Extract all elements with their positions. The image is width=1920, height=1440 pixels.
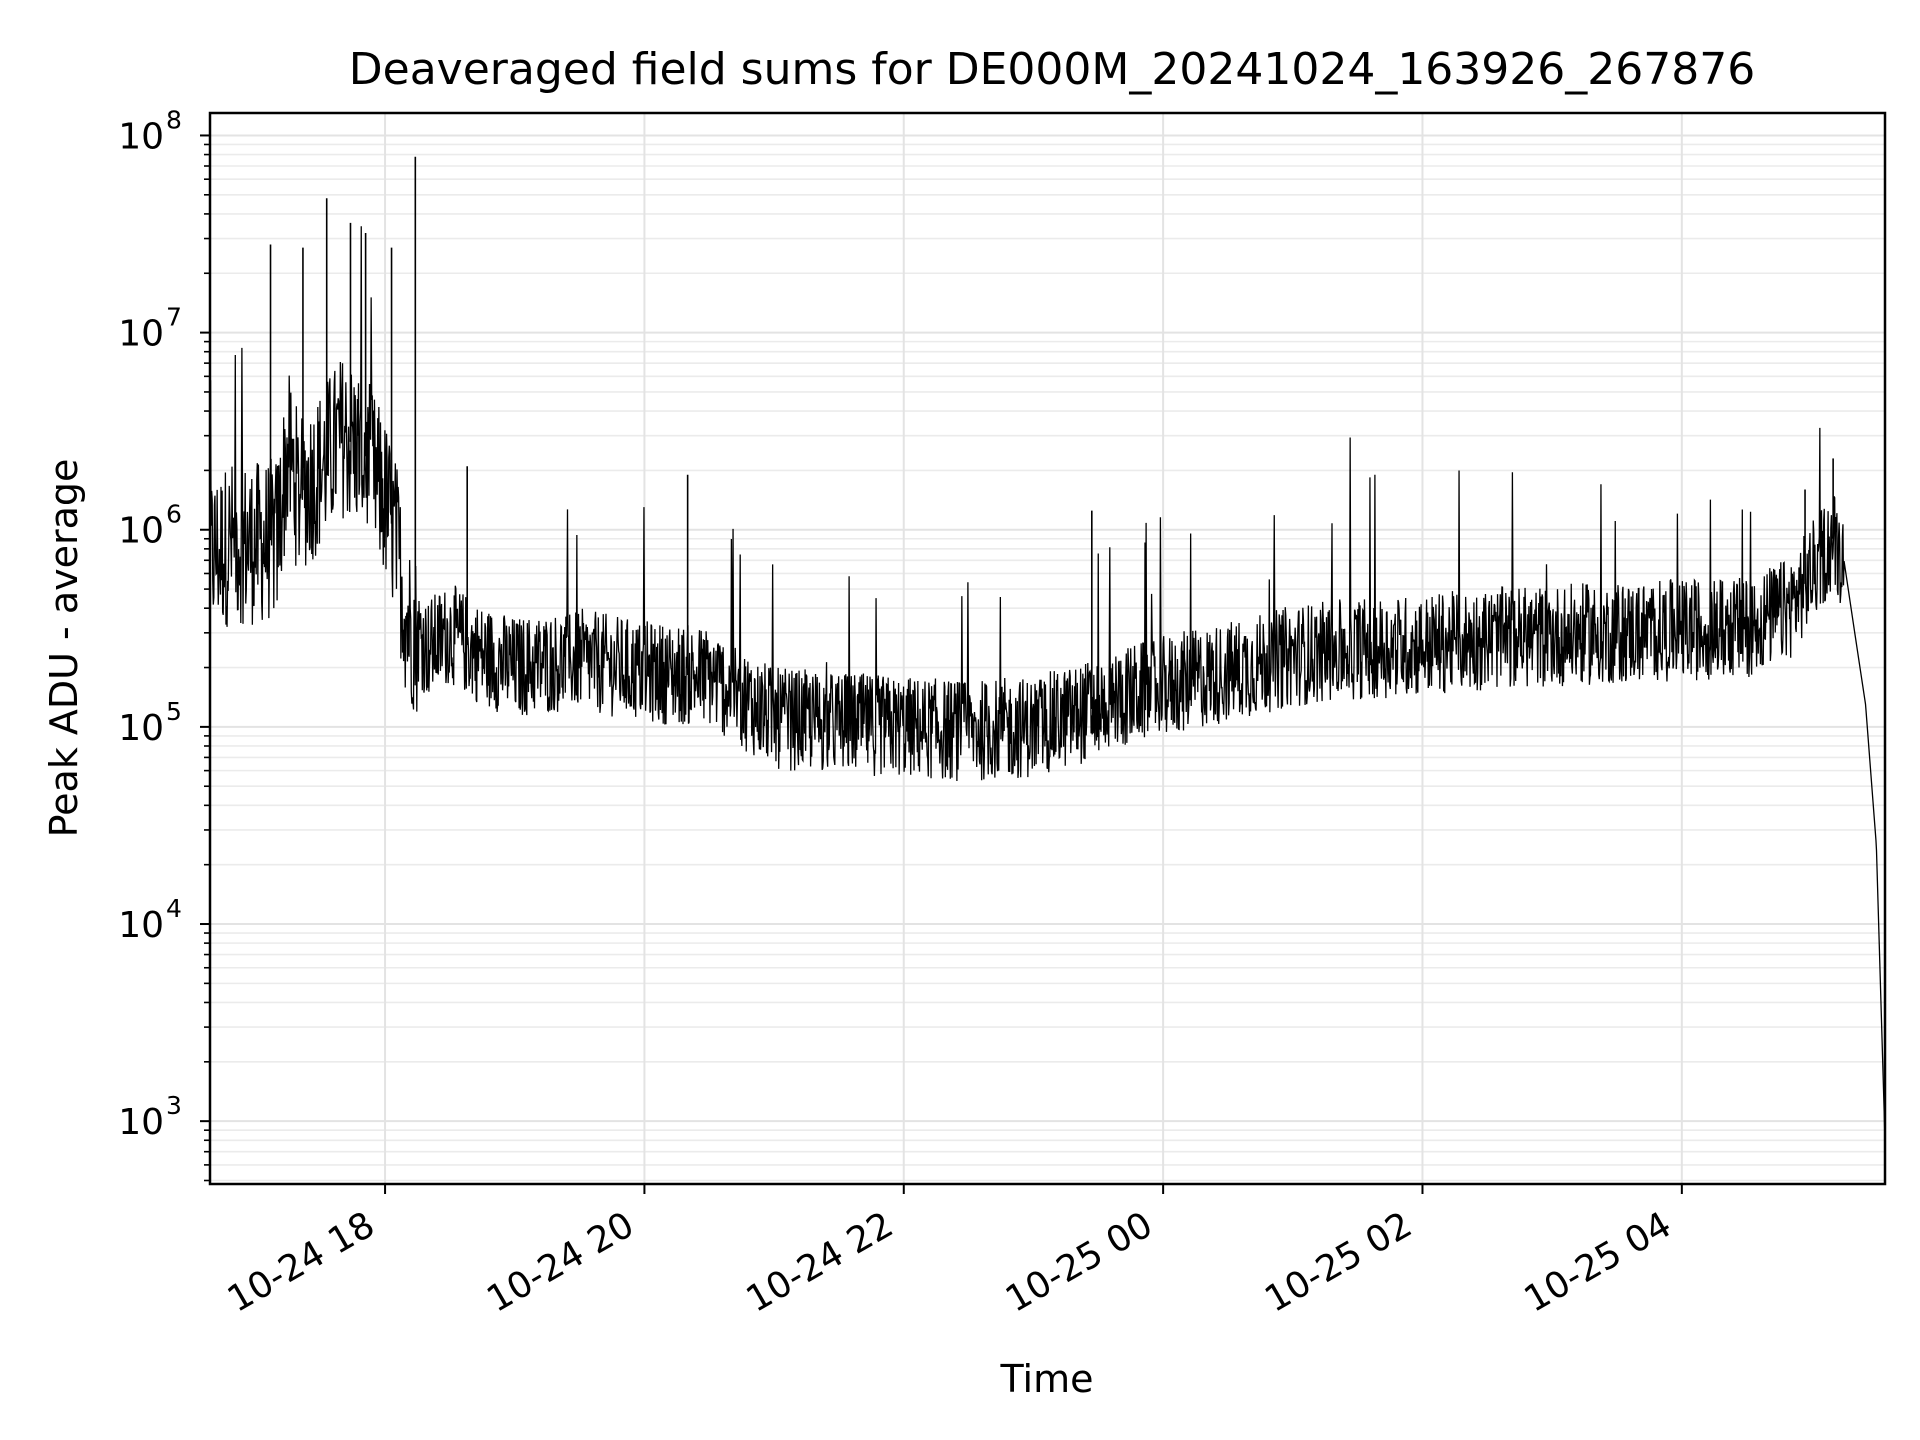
x-tick-label: 10-24 20 — [480, 1204, 641, 1320]
y-tick-exponent: 7 — [166, 303, 182, 332]
chart-title: Deaveraged field sums for DE000M_2024102… — [349, 44, 1756, 95]
x-tick-label: 10-25 02 — [1258, 1204, 1419, 1320]
x-axis-label: Time — [1000, 1357, 1094, 1401]
x-tick-label: 10-25 04 — [1518, 1204, 1679, 1320]
series — [209, 156, 1886, 1132]
y-tick-label: 10 — [118, 511, 164, 552]
y-tick-exponent: 4 — [166, 894, 182, 923]
plot-frame — [208, 111, 1887, 1186]
y-tick-label: 10 — [118, 1102, 164, 1143]
series-line — [209, 226, 1886, 1132]
y-tick-label: 10 — [118, 116, 164, 157]
y-tick-label: 10 — [118, 905, 164, 946]
y-tick-exponent: 3 — [166, 1091, 182, 1120]
y-tick-label: 10 — [118, 708, 164, 749]
y-tick-exponent: 8 — [166, 105, 182, 134]
x-tick-label: 10-24 22 — [740, 1204, 901, 1320]
y-axis-label: Peak ADU - average — [42, 459, 86, 838]
x-tick-label: 10-24 18 — [221, 1204, 382, 1320]
y-tick-exponent: 6 — [166, 500, 182, 529]
x-tick-label: 10-25 00 — [999, 1204, 1160, 1320]
y-tick-exponent: 5 — [166, 697, 182, 726]
y-tick-label: 10 — [118, 314, 164, 355]
